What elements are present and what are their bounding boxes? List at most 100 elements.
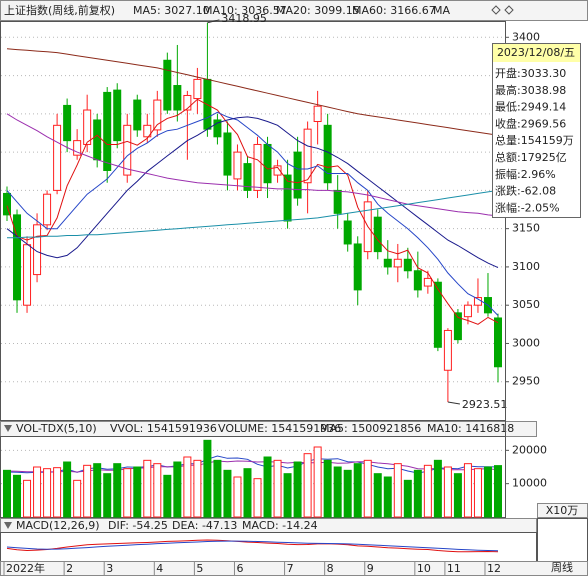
volume-bar: [463, 463, 472, 518]
candle-body: [163, 59, 172, 111]
volume-bar: [433, 459, 442, 518]
candle-body: [83, 109, 92, 145]
candle-body: [33, 224, 42, 276]
icon: [504, 5, 514, 15]
volume-bar: [343, 469, 352, 518]
line: [6, 113, 499, 217]
candle-body: [253, 143, 262, 191]
candle-body: [423, 277, 432, 287]
info-item: 总额:17925亿: [495, 150, 567, 164]
header-label: VVOL: 1541591936: [110, 422, 217, 435]
candle-body: [13, 214, 22, 301]
volume-bar: [73, 479, 82, 518]
volume-bar: [83, 464, 92, 518]
candle-body: [243, 163, 252, 191]
candle-body: [463, 304, 472, 318]
volume-bar: [413, 469, 422, 518]
info-item: 涨幅:-2.05%: [495, 201, 560, 214]
candle-body: [313, 105, 322, 122]
volume-bar: [383, 476, 392, 518]
volume-bar: [163, 474, 172, 518]
y-tick-label: 3000: [512, 336, 540, 349]
x-tick-label: 12: [487, 562, 501, 575]
volume-title: VOL-TDX(5,10): [16, 422, 97, 435]
x-tick-label: 10: [417, 562, 431, 575]
legend-entry: DIF: -54.25: [108, 519, 168, 532]
candle-body: [494, 317, 502, 368]
info-panel: [492, 43, 581, 218]
legend-entry: DEA: -47.13: [172, 519, 237, 532]
volume-bar: [453, 473, 462, 518]
candle-body: [453, 312, 462, 341]
candle-body: [133, 99, 142, 131]
candle-body: [63, 104, 72, 142]
x-tick-label: 7: [287, 562, 294, 575]
volume-bar: [93, 463, 102, 518]
candle-body: [373, 216, 382, 253]
volume-bar: [353, 463, 362, 518]
x-tick-label: 2022年: [6, 561, 45, 575]
icon: [4, 425, 12, 432]
candle-body: [353, 243, 362, 291]
legend-entry: MA10: 3036.57: [203, 4, 287, 17]
line: [6, 98, 499, 325]
x-tick-label: 11: [447, 562, 461, 575]
candle-body: [183, 94, 192, 111]
volume-bar: [273, 459, 282, 518]
candle-body: [333, 189, 342, 214]
line: [6, 539, 499, 553]
candle-body: [433, 281, 442, 348]
volume-bar: [233, 476, 242, 518]
candle-body: [213, 119, 222, 138]
legend-entry: MA5: 3027.10: [133, 4, 210, 17]
volume-bar: [103, 473, 112, 518]
candle-body: [283, 174, 292, 222]
annotation: 3418.95: [221, 12, 266, 25]
info-date-bg: [493, 44, 580, 62]
candle-body: [443, 329, 452, 371]
volume-bar: [33, 466, 42, 518]
volume-bar: [23, 479, 32, 518]
candle-body: [113, 89, 122, 142]
volume-bar: [423, 464, 432, 518]
annotation-line: [447, 401, 460, 405]
volume-bar: [483, 466, 492, 518]
candle-body: [23, 244, 32, 306]
candle-body: [73, 140, 82, 156]
info-item: 最高:3038.98: [495, 83, 566, 97]
candle-body: [233, 151, 242, 180]
volume-bar: [473, 468, 482, 518]
info-item: 收盘:2969.56: [495, 116, 566, 130]
volume-bar: [183, 456, 192, 518]
annotation: 2923.51: [462, 398, 508, 411]
volume-bar: [223, 469, 232, 518]
header-label: VOLUME: 1541591936: [218, 422, 341, 435]
candle-body: [93, 119, 102, 161]
volume-bar: [303, 453, 312, 518]
candle-body: [193, 78, 202, 100]
volume-bar: [133, 466, 142, 518]
x-tick-label: 5: [196, 562, 203, 575]
volume-bar: [243, 468, 252, 518]
legend-entry: MA20: 3099.15: [276, 4, 360, 17]
legend-entry: MA60: 3166.67: [352, 4, 436, 17]
volume-bar: [13, 474, 22, 518]
volume-bar: [173, 461, 182, 518]
candle-body: [263, 143, 272, 184]
macd-title: MACD(12,26,9): [16, 519, 100, 532]
unit-label: X10万: [546, 504, 579, 517]
candle-body: [303, 128, 312, 184]
y-tick-label: 3400: [512, 30, 540, 43]
legend-entry: MA: [433, 4, 450, 17]
y-tick-label: 3100: [512, 260, 540, 273]
x-tick-label: 6: [236, 562, 243, 575]
legend-entry: MA10: 1416818: [427, 422, 514, 435]
volume-bar: [263, 456, 272, 518]
annotation-line: [207, 19, 220, 24]
volume-bar: [323, 459, 332, 518]
x-tick-label: 3: [106, 562, 113, 575]
volume-bar: [253, 478, 262, 518]
y-tick-label: 20000: [512, 443, 547, 456]
info-item: 开盘:3033.30: [495, 66, 566, 80]
